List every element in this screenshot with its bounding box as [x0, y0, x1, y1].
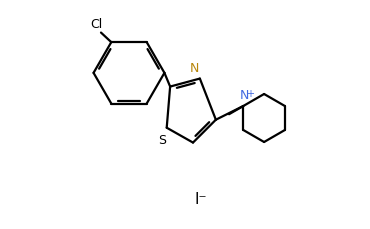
Text: I⁻: I⁻ — [195, 191, 207, 206]
Text: Cl: Cl — [90, 17, 102, 30]
Text: N: N — [240, 89, 249, 101]
Text: S: S — [159, 134, 166, 147]
Text: N: N — [189, 62, 199, 75]
Text: +: + — [246, 88, 254, 98]
